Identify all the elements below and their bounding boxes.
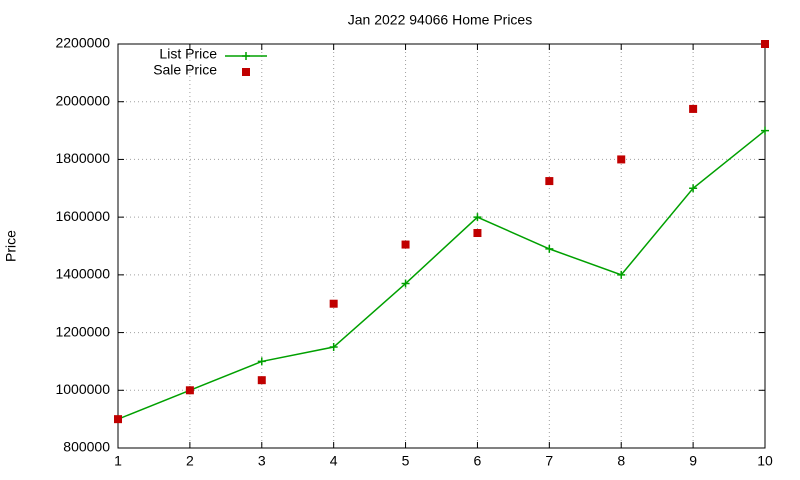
y-tick-label: 800000 — [63, 439, 110, 455]
y-tick-label: 1000000 — [55, 381, 110, 397]
y-tick-label: 1400000 — [55, 266, 110, 282]
data-point — [114, 415, 122, 424]
y-tick-label: 1200000 — [55, 323, 110, 339]
y-axis-label: Price — [3, 230, 19, 262]
x-tick-label: 1 — [114, 453, 122, 469]
y-tick-label: 1800000 — [55, 150, 110, 166]
data-point — [617, 270, 626, 279]
x-tick-label: 10 — [757, 453, 773, 469]
y-tick-label: 1600000 — [55, 208, 110, 224]
data-point — [257, 376, 266, 385]
data-point — [617, 155, 626, 164]
y-tick-label: 2000000 — [55, 92, 110, 108]
x-tick-label: 6 — [474, 453, 482, 469]
x-tick-label: 8 — [617, 453, 625, 469]
data-point — [689, 104, 698, 113]
x-tick-label: 7 — [545, 453, 553, 469]
legend-label: List Price — [159, 46, 217, 62]
data-line — [117, 129, 766, 420]
data-point — [185, 386, 194, 395]
legend-label: Sale Price — [153, 62, 217, 78]
data-point — [329, 299, 338, 308]
legend-marker — [242, 52, 250, 60]
data-point — [545, 244, 554, 253]
data-point — [329, 343, 338, 351]
legend-marker — [242, 68, 250, 76]
x-tick-label: 2 — [186, 453, 194, 469]
data-point — [689, 184, 698, 193]
y-tick-label: 2200000 — [55, 35, 110, 51]
data-point — [473, 229, 482, 238]
x-tick-label: 5 — [402, 453, 410, 469]
data-point — [761, 40, 769, 48]
data-point — [257, 357, 266, 366]
data-point — [473, 213, 482, 222]
data-point — [545, 177, 554, 186]
plot-border — [117, 43, 766, 449]
data-point — [761, 126, 769, 135]
x-tick-label: 4 — [330, 453, 338, 469]
x-tick-label: 3 — [258, 453, 266, 469]
x-tick-label: 9 — [689, 453, 697, 469]
chart-title: Jan 2022 94066 Home Prices — [348, 12, 532, 28]
data-point — [401, 240, 410, 249]
data-point — [401, 279, 410, 288]
